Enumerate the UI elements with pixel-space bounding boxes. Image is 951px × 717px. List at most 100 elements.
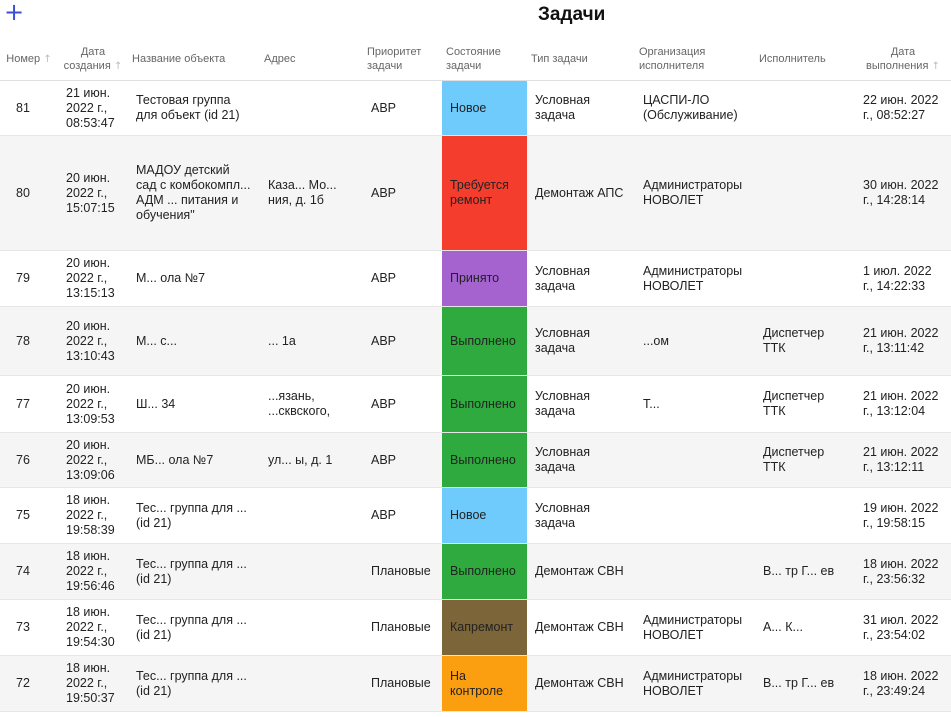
col-type-cell: Условная задача: [527, 432, 635, 488]
col-type-cell: Условная задача: [527, 375, 635, 433]
col-created-cell: 18 июн. 2022 г., 19:50:37: [58, 655, 128, 712]
col-address-cell: [260, 599, 363, 656]
col-type-cell: Условная задача: [527, 250, 635, 307]
col-object-cell: МАДОУ детский сад с комбокомпл... АДМ ..…: [128, 135, 260, 251]
col-done-header[interactable]: Дата выполнения ↑: [855, 38, 951, 81]
col-state-header: Состояние задачи: [442, 38, 527, 81]
col-state-cell: Требуется ремонт: [442, 135, 527, 251]
col-state-cell: Выполнено: [442, 306, 527, 376]
top-bar: + Задачи: [0, 0, 951, 38]
col-object-cell: М... ола №7: [128, 250, 260, 307]
column-label: Организация исполнителя: [639, 46, 706, 72]
column-label: Состояние задачи: [446, 46, 501, 72]
table-row[interactable]: 72 18 июн. 2022 г., 19:50:37 Тес... группа…: [0, 655, 951, 712]
col-object-cell: Тес... группа для ... (id 21): [128, 655, 260, 712]
table-row[interactable]: 81 21 июн. 2022 г., 08:53:47 Тестовая груп…: [0, 80, 951, 136]
column-label: Адрес: [264, 53, 296, 65]
col-object-cell: Тес... группа для ... (id 21): [128, 599, 260, 656]
col-created-cell: 18 июн. 2022 г., 19:56:46: [58, 543, 128, 600]
col-address-cell: [260, 487, 363, 544]
col-priority-header: Приоритет задачи: [363, 38, 442, 81]
col-number-header[interactable]: Номер ↑: [0, 38, 58, 81]
sort-arrow-icon[interactable]: ↑: [40, 53, 52, 65]
col-created-cell: 21 июн. 2022 г., 08:53:47: [58, 80, 128, 136]
col-priority-cell: АВР: [363, 375, 442, 433]
page-title: Задачи: [538, 4, 606, 25]
col-executor-cell: В... тр Г... ев: [755, 655, 855, 712]
col-number-cell: 81: [0, 80, 58, 136]
col-executor-cell: [755, 487, 855, 544]
col-executor-cell: [755, 250, 855, 307]
col-state-cell: Новое: [442, 80, 527, 136]
col-address-cell: ул... ы, д. 1: [260, 432, 363, 488]
col-done-cell: 18 июн. 2022 г., 23:49:24: [855, 655, 951, 712]
col-created-cell: 20 июн. 2022 г., 13:10:43: [58, 306, 128, 376]
col-object-cell: М... с...: [128, 306, 260, 376]
col-executor-cell: В... тр Г... ев: [755, 543, 855, 600]
col-number-cell: 76: [0, 432, 58, 488]
col-done-cell: 22 июн. 2022 г., 08:52:27: [855, 80, 951, 136]
col-done-cell: 18 июн. 2022 г., 23:56:32: [855, 543, 951, 600]
col-org-cell: ...ом: [635, 306, 755, 376]
col-number-cell: 75: [0, 487, 58, 544]
col-object-header: Название объекта: [128, 38, 260, 81]
table-row[interactable]: 78 20 июн. 2022 г., 13:10:43 М... с...... …: [0, 306, 951, 376]
col-address-cell: Каза... Мо... ния, д. 1б: [260, 135, 363, 251]
col-number-cell: 80: [0, 135, 58, 251]
sort-arrow-icon[interactable]: ↑: [928, 60, 940, 72]
table-row[interactable]: 74 18 июн. 2022 г., 19:56:46 Тес... группа…: [0, 543, 951, 600]
col-address-header: Адрес: [260, 38, 363, 81]
col-org-cell: ЦАСПИ-ЛО (Обслуживание): [635, 80, 755, 136]
col-org-cell: [635, 432, 755, 488]
col-executor-cell: А... К...: [755, 599, 855, 656]
col-created-header[interactable]: Дата создания ↑: [58, 38, 128, 81]
table-row[interactable]: 76 20 июн. 2022 г., 13:09:06 МБ... ола №7 у…: [0, 432, 951, 488]
col-executor-header: Исполнитель: [755, 38, 855, 81]
col-executor-cell: Диспетчер ТТК: [755, 306, 855, 376]
col-org-cell: Администраторы НОВОЛЕТ: [635, 655, 755, 712]
column-label: Название объекта: [132, 53, 226, 65]
col-created-cell: 18 июн. 2022 г., 19:58:39: [58, 487, 128, 544]
col-priority-cell: Плановые: [363, 543, 442, 600]
table-header-row: Номер ↑ Дата создания ↑ Название объекта Ад…: [0, 38, 951, 81]
col-org-cell: Т...: [635, 375, 755, 433]
col-priority-cell: АВР: [363, 135, 442, 251]
col-created-cell: 18 июн. 2022 г., 19:54:30: [58, 599, 128, 656]
column-label: Приоритет задачи: [367, 46, 422, 72]
col-priority-cell: АВР: [363, 306, 442, 376]
col-object-cell: Тестовая группа для объект (id 21): [128, 80, 260, 136]
col-org-cell: Администраторы НОВОЛЕТ: [635, 599, 755, 656]
col-created-cell: 20 июн. 2022 г., 13:09:06: [58, 432, 128, 488]
col-org-header: Организация исполнителя: [635, 38, 755, 81]
table-body: 81 21 июн. 2022 г., 08:53:47 Тестовая груп…: [0, 80, 951, 712]
column-label: Тип задачи: [531, 53, 588, 65]
col-done-cell: 30 июн. 2022 г., 14:28:14: [855, 135, 951, 251]
table-row[interactable]: 80 20 июн. 2022 г., 15:07:15 МАДОУ детский…: [0, 135, 951, 251]
sort-arrow-icon[interactable]: ↑: [110, 60, 123, 72]
col-priority-cell: Плановые: [363, 599, 442, 656]
column-label: Исполнитель: [759, 53, 826, 65]
col-object-cell: Тес... группа для ... (id 21): [128, 487, 260, 544]
col-address-cell: ...язань, ...сквского,: [260, 375, 363, 433]
col-state-cell: Новое: [442, 487, 527, 544]
col-org-cell: [635, 487, 755, 544]
col-done-cell: 31 июл. 2022 г., 23:54:02: [855, 599, 951, 656]
table-row[interactable]: 79 20 июн. 2022 г., 13:15:13 М... ола №7 АВ…: [0, 250, 951, 307]
table-row[interactable]: 73 18 июн. 2022 г., 19:54:30 Тес... группа…: [0, 599, 951, 656]
col-priority-cell: АВР: [363, 250, 442, 307]
table-row[interactable]: 77 20 июн. 2022 г., 13:09:53 Ш... 34 ...яза…: [0, 375, 951, 433]
column-label: Номер: [6, 52, 41, 65]
col-state-cell: Капремонт: [442, 599, 527, 656]
tasks-table: Номер ↑ Дата создания ↑ Название объекта Ад…: [0, 38, 951, 712]
add-task-icon[interactable]: +: [4, 0, 25, 26]
col-created-cell: 20 июн. 2022 г., 15:07:15: [58, 135, 128, 251]
col-done-cell: 1 июл. 2022 г., 14:22:33: [855, 250, 951, 307]
col-object-cell: Тес... группа для ... (id 21): [128, 543, 260, 600]
col-priority-cell: АВР: [363, 80, 442, 136]
table-row[interactable]: 75 18 июн. 2022 г., 19:58:39 Тес... группа…: [0, 487, 951, 544]
col-done-cell: 21 июн. 2022 г., 13:11:42: [855, 306, 951, 376]
col-priority-cell: АВР: [363, 432, 442, 488]
col-executor-cell: Диспетчер ТТК: [755, 432, 855, 488]
col-number-cell: 73: [0, 599, 58, 656]
column-label: Дата выполнения: [866, 45, 929, 72]
